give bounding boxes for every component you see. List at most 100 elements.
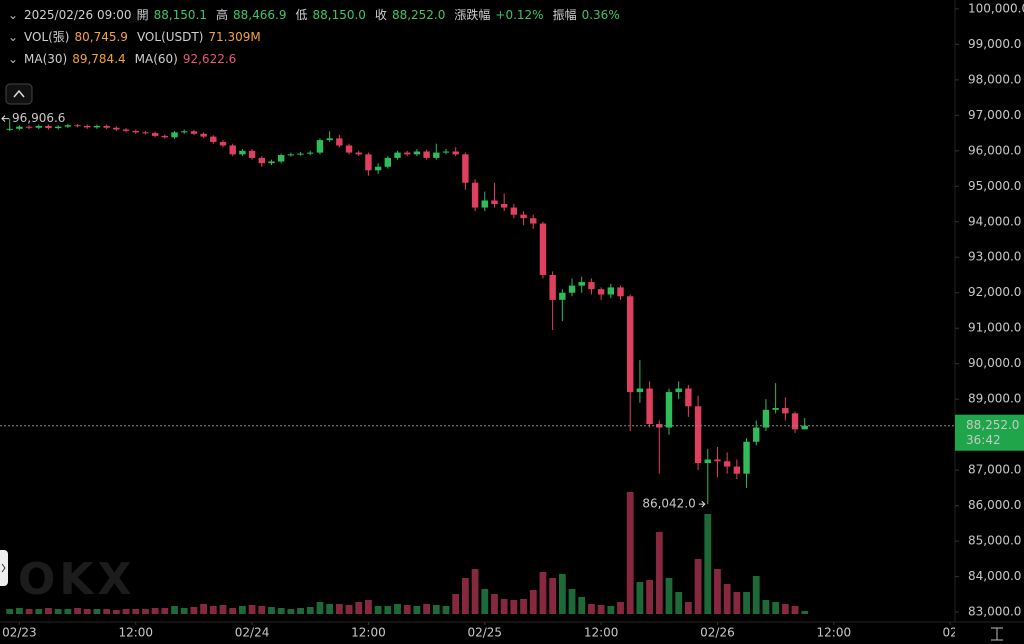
high-marker-label: 96,906.6 (12, 111, 65, 125)
candle-body (132, 130, 139, 133)
volume-bar (801, 611, 809, 614)
volume-bar (481, 589, 489, 614)
chevron[interactable]: ⌄ (8, 30, 19, 44)
x-tick-label: 02/25 (467, 626, 502, 640)
y-tick-label: 91,000.0 (968, 321, 1021, 335)
side-tab[interactable] (0, 550, 8, 586)
volume-bar (258, 606, 266, 614)
candle-body (84, 125, 91, 128)
legend-value: 88,150.1 (153, 8, 208, 22)
candle-body (365, 154, 372, 171)
volume-bar (704, 514, 712, 614)
candle-body (64, 125, 72, 127)
volume-bar (762, 600, 770, 614)
candle-body (307, 152, 314, 154)
y-tick-label: 97,000.0 (968, 108, 1021, 122)
legend-label: 低 (295, 8, 308, 22)
collapse-icon (13, 89, 25, 98)
candle-body (413, 151, 421, 155)
volume-bar (491, 594, 498, 614)
volume-bar (171, 606, 178, 614)
legend-label: 開 (136, 8, 149, 22)
legend-header: ⌄ 2025/02/26 09:00 開 88,150.1 高 88,466.9 低 88,1… (8, 4, 629, 70)
volume-bar (268, 607, 275, 614)
candle-body (782, 408, 789, 414)
volume-bar (112, 610, 120, 614)
legend-label: MA(30) (24, 52, 68, 66)
volume-bar (549, 578, 557, 614)
x-axis: 02/23 12:00 02/24 12:00 02/25 12:00 02/26 12:00… (2, 622, 958, 640)
volume-bar (6, 609, 14, 614)
volume-bar (471, 569, 479, 614)
candle-body (384, 157, 392, 167)
candle-body (762, 409, 770, 428)
candle-body (694, 406, 702, 464)
volume-bar (510, 600, 518, 614)
x-tick-label: 02/24 (235, 626, 270, 640)
candle-body (35, 125, 42, 128)
legend-value: +0.12% (495, 8, 544, 22)
candle-body (248, 150, 256, 158)
volume-bar (423, 604, 430, 614)
candle-body (636, 388, 644, 393)
volume-bar (219, 605, 227, 614)
volume-bar (684, 602, 692, 614)
legend-value: 92,622.6 (182, 52, 237, 66)
volume-bar (287, 609, 295, 614)
candle-body (229, 145, 236, 155)
volume-bar (752, 576, 760, 614)
candle-body (219, 141, 227, 146)
y-tick-label: 100,000.0 (968, 1, 1024, 15)
legend-label: 振幅 (552, 8, 577, 22)
candle-body (539, 223, 547, 275)
volume-bar (83, 609, 91, 614)
volume-bar (103, 609, 111, 614)
x-tick-label: 12:00 (584, 626, 619, 640)
volume-bar (209, 606, 217, 614)
candle-body (665, 392, 673, 428)
candle-body (733, 466, 741, 474)
candle-body (74, 125, 81, 127)
volume-bar (714, 569, 721, 614)
chevron[interactable]: ⌄ (8, 52, 19, 66)
legend-label: VOL(張) (24, 30, 70, 44)
volume-bar (74, 608, 81, 614)
candle-body (336, 138, 343, 146)
legend-row: ⌄ VOL(張) 80,745.9 VOL(USDT) 71.309M (8, 26, 629, 48)
volume-bar (655, 532, 663, 614)
candle-body (16, 126, 23, 129)
volume-bar (646, 580, 653, 614)
y-tick-label: 89,000.0 (968, 392, 1021, 406)
legend-value: 88,252.0 (391, 8, 446, 22)
y-tick-label: 94,000.0 (968, 214, 1021, 228)
y-tick-label: 87,000.0 (968, 463, 1021, 477)
volume-bar (413, 606, 421, 614)
candle-body (374, 166, 382, 171)
candle-body (578, 282, 585, 286)
candle-body (500, 204, 508, 208)
volume-bar (384, 606, 392, 614)
volume-bar (248, 605, 256, 614)
reset-icon[interactable] (991, 627, 1003, 641)
volume-bar (568, 589, 576, 614)
candle-body (510, 207, 518, 215)
candle-body (394, 152, 401, 158)
legend-value: 88,466.9 (233, 8, 287, 22)
candle-body (675, 388, 682, 393)
candle-body (568, 285, 576, 293)
x-tick-label: 02 (943, 626, 958, 640)
volume-bar (743, 592, 750, 614)
volume-bar (791, 606, 799, 614)
candle-body (287, 154, 295, 156)
chevron[interactable]: ⌄ (8, 8, 19, 22)
y-tick-label: 84,000.0 (968, 569, 1021, 583)
volume-bar (665, 578, 673, 614)
candle-body (588, 282, 595, 290)
candle-body (471, 182, 479, 208)
volume-bar (200, 604, 207, 614)
candle-body (93, 125, 101, 128)
collapse-button[interactable] (5, 83, 33, 105)
legend-value: 80,745.9 (74, 30, 128, 44)
candle-body (200, 133, 207, 137)
